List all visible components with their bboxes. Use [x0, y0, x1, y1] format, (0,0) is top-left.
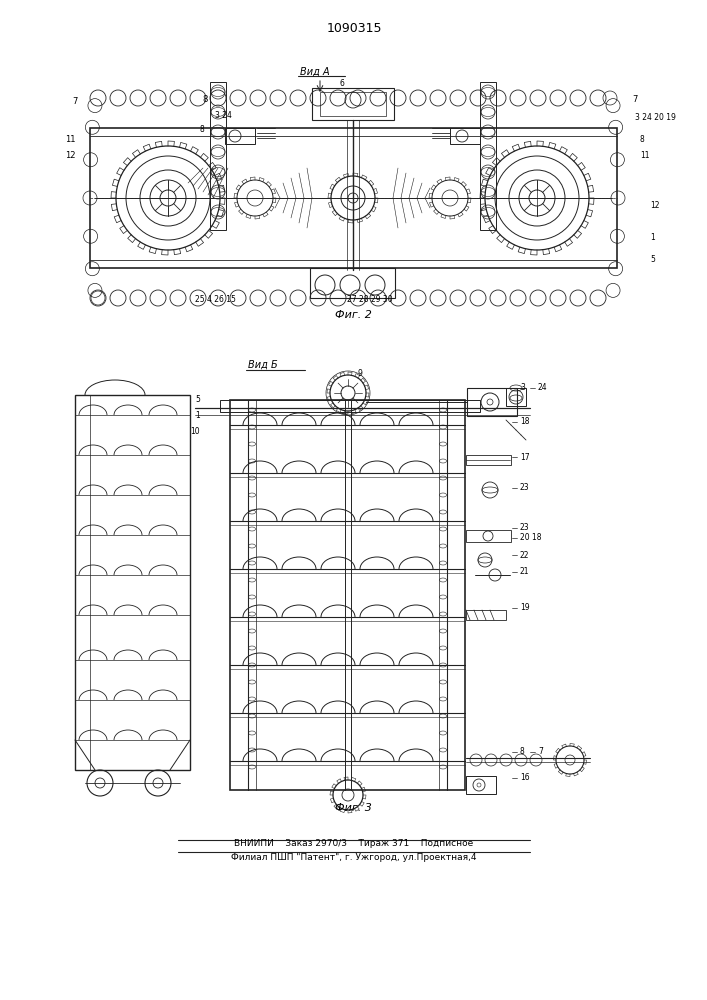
Text: 9: 9: [358, 368, 363, 377]
Text: 22: 22: [520, 550, 530, 560]
Bar: [310, 268, 395, 298]
Text: 25 4 26 15: 25 4 26 15: [194, 296, 235, 304]
Bar: [230, 400, 465, 790]
Bar: [466, 455, 511, 465]
Text: 7: 7: [72, 98, 78, 106]
Text: 7: 7: [538, 748, 543, 756]
Bar: [466, 610, 506, 620]
Text: Вид А: Вид А: [300, 67, 329, 77]
Bar: [90, 128, 617, 268]
Text: 27 28 29 30: 27 28 29 30: [347, 296, 393, 304]
Text: 8: 8: [520, 748, 525, 756]
Text: 12: 12: [650, 200, 660, 210]
Bar: [450, 128, 480, 144]
Text: 1090315: 1090315: [326, 21, 382, 34]
Bar: [467, 388, 517, 416]
Bar: [466, 530, 511, 542]
Text: Фиг. 2: Фиг. 2: [334, 310, 371, 320]
Text: 18: 18: [520, 418, 530, 426]
Text: 7: 7: [632, 96, 638, 104]
Text: 6: 6: [340, 79, 345, 88]
Text: 19: 19: [520, 603, 530, 612]
Bar: [75, 395, 190, 770]
Text: 23: 23: [520, 484, 530, 492]
Text: 20 18: 20 18: [520, 534, 542, 542]
Text: 1: 1: [650, 232, 655, 241]
Text: 10: 10: [190, 428, 200, 436]
Bar: [466, 776, 496, 794]
Text: 8: 8: [202, 96, 208, 104]
Text: Филиал ПШП "Патент", г. Ужгород, ул.Проектная,4: Филиал ПШП "Патент", г. Ужгород, ул.Прое…: [231, 852, 477, 861]
Text: 3 24: 3 24: [215, 110, 232, 119]
Text: 5: 5: [195, 395, 200, 404]
Text: 11: 11: [640, 150, 650, 159]
Text: 3 24 20 19: 3 24 20 19: [635, 112, 676, 121]
Text: Вид Б: Вид Б: [248, 360, 278, 370]
Text: 3: 3: [520, 383, 525, 392]
Text: 21: 21: [520, 568, 530, 576]
Text: 23: 23: [520, 524, 530, 532]
Text: 12: 12: [65, 151, 75, 160]
Text: ВНИИПИ    Заказ 2970/3    Тираж 371    Подписное: ВНИИПИ Заказ 2970/3 Тираж 371 Подписное: [235, 838, 474, 848]
Bar: [220, 400, 480, 412]
Text: 1: 1: [195, 410, 200, 420]
Text: 8: 8: [200, 125, 205, 134]
Text: 5: 5: [650, 255, 655, 264]
Text: 24: 24: [538, 383, 548, 392]
Text: Фиг. 3: Фиг. 3: [334, 803, 371, 813]
Text: 17: 17: [520, 452, 530, 462]
Bar: [480, 82, 496, 230]
Text: 8: 8: [640, 135, 645, 144]
Bar: [506, 388, 526, 406]
Text: 16: 16: [520, 774, 530, 782]
Bar: [210, 82, 226, 230]
Bar: [312, 88, 394, 120]
Bar: [320, 92, 386, 116]
Bar: [225, 128, 255, 144]
Text: 11: 11: [65, 135, 75, 144]
